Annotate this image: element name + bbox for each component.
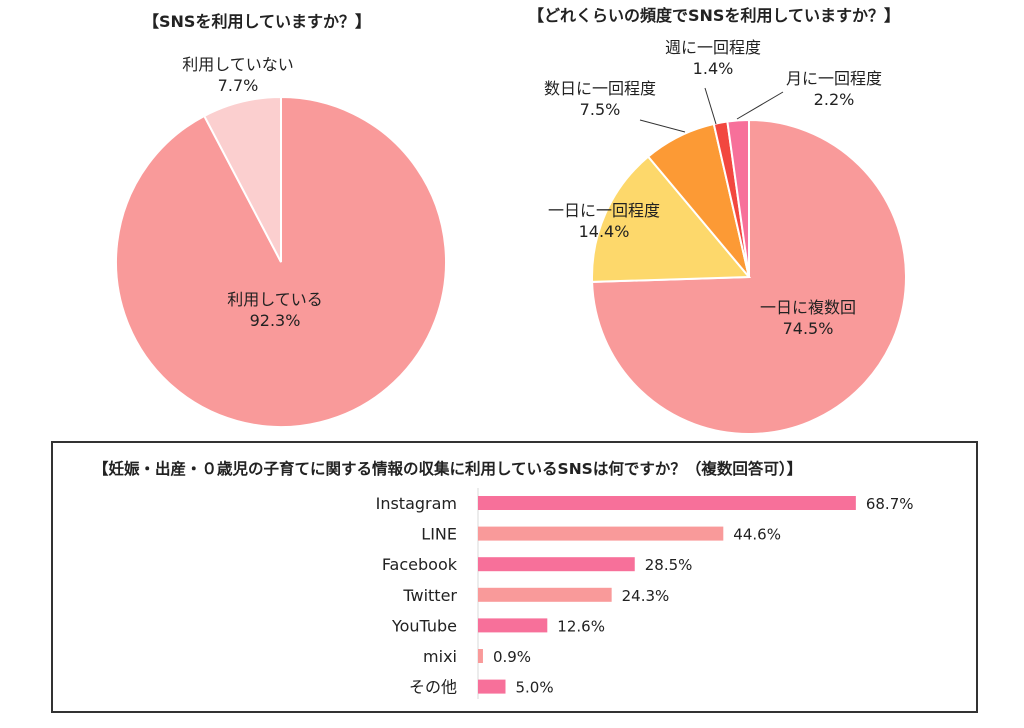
bar-category-3: Twitter (402, 586, 457, 605)
pie2-slice-1 (591, 155, 752, 283)
pie2-leader-4 (736, 91, 784, 120)
bar-value-4: 12.6% (557, 617, 605, 635)
bar-category-4: YouTube (391, 616, 457, 635)
pie2-value-4: 2.2% (814, 90, 855, 109)
bar-4 (478, 618, 548, 633)
pie2-slice-4 (726, 118, 750, 278)
pie2-value-1: 14.4% (579, 222, 630, 241)
bar-category-5: mixi (423, 647, 457, 666)
pie-charts: 利用している 92.3% 利用していない 7.7% 一日に複数回 74.5% 一日に一回程度… (115, 38, 907, 435)
pie2-label-2: 数日に一回程度 (544, 79, 656, 98)
bar-5 (478, 649, 483, 663)
pie2-value-0: 74.5% (783, 319, 834, 338)
pie1-value-0: 92.3% (250, 311, 301, 330)
bar-3 (478, 587, 612, 602)
bar-value-3: 24.3% (622, 587, 670, 605)
pie2-title: 【どれくらいの頻度でSNSを利用していますか？】 (528, 6, 900, 25)
bar-category-6: その他 (409, 678, 457, 697)
pie1-slice-1 (202, 95, 282, 263)
pie1-label-1: 利用していない (182, 55, 294, 74)
pie2-leader-3 (704, 87, 717, 125)
bar-0 (478, 496, 856, 510)
bar-6 (478, 679, 506, 694)
pie1-value-1: 7.7% (218, 76, 259, 95)
pie1-title: 【SNSを利用していますか？】 (143, 12, 371, 31)
bar-chart-panel: 【妊娠・出産・０歳児の子育てに関する情報の収集に利用しているSNSは何ですか？（… (51, 441, 978, 713)
pie2: 一日に複数回 74.5% 一日に一回程度 14.4% 数日に一回程度 7.5% 週に一回程度… (544, 38, 907, 435)
pie1-label-0: 利用している (227, 290, 323, 309)
pie2-leader-2 (639, 119, 686, 133)
bar-category-2: Facebook (382, 555, 458, 574)
pie2-label-0: 一日に複数回 (760, 298, 856, 317)
pie2-label-3: 週に一回程度 (665, 38, 761, 57)
pie2-value-2: 7.5% (580, 100, 621, 119)
bar-2 (478, 557, 635, 572)
bar-value-2: 28.5% (645, 556, 693, 574)
pie1: 利用している 92.3% 利用していない 7.7% (115, 55, 447, 428)
bar-value-5: 0.9% (493, 648, 531, 666)
pie2-value-3: 1.4% (693, 59, 734, 78)
bar-category-0: Instagram (376, 494, 457, 513)
pie2-label-1: 一日に一回程度 (548, 201, 660, 220)
bar-value-1: 44.6% (733, 526, 781, 544)
bar-value-6: 5.0% (516, 679, 554, 697)
bar-1 (478, 526, 724, 541)
bar-value-0: 68.7% (866, 495, 914, 513)
bar-category-1: LINE (421, 525, 457, 544)
bar-chart: Instagram 68.7% LINE 44.6% Facebook 28.5% Twit… (376, 488, 914, 699)
pie2-label-4: 月に一回程度 (786, 69, 882, 88)
bar-chart-title: 【妊娠・出産・０歳児の子育てに関する情報の収集に利用しているSNSは何ですか？（… (93, 460, 803, 478)
